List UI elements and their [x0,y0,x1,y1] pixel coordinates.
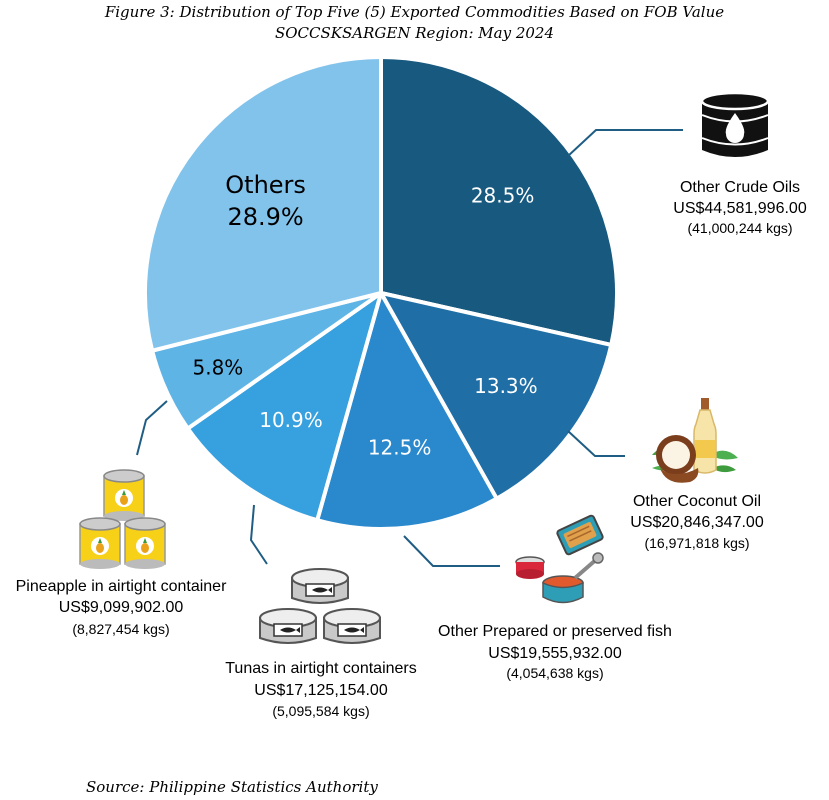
annotation-crude-value: US$44,581,996.00 [673,200,807,217]
slice-pct-pineapple: 5.8% [192,356,243,380]
leader-lines [136,129,683,567]
pie-slice-others [143,55,383,353]
annotation-crude-qty: (41,000,244 kgs) [687,220,792,236]
source-note: Source: Philippine Statistics Authority [86,778,378,796]
leader-line-tuna [249,504,268,565]
annotation-crude-name: Other Crude Oils [680,179,800,196]
canned-fish-icon [515,514,604,604]
slice-pct-others: 28.9% [227,203,303,231]
oil-barrel-icon [700,91,770,157]
annotation-tuna-value: US$17,125,154.00 [254,682,388,699]
pie-slice-crude [379,55,619,347]
annotation-coconut-name: Other Coconut Oil [633,493,761,510]
leader-line-crude [567,129,683,157]
chart-title: Figure 3: Distribution of Top Five (5) E… [104,3,725,21]
slice-pct-crude: 28.5% [471,184,535,208]
annotation-fish-name: Other Prepared or preserved fish [438,623,672,640]
slice-name-others: Others [225,171,306,199]
annotation-tuna-name: Tunas in airtight containers [225,660,417,677]
annotation-coconut-value: US$20,846,347.00 [630,514,764,531]
leader-line-coconut [567,430,625,457]
annotation-tuna-qty: (5,095,584 kgs) [272,703,369,719]
annotation-fish-qty: (4,054,638 kgs) [506,665,603,681]
leader-line-pineapple [136,400,168,456]
coconut-oil-icon [652,398,738,483]
slice-pct-coconut: 13.3% [474,374,538,398]
slice-pct-tuna: 10.9% [259,408,323,432]
annotation-pineapple-name: Pineapple in airtight container [16,578,227,595]
pie-slice-tuna [185,291,383,523]
annotation-coconut-qty: (16,971,818 kgs) [644,535,749,551]
slice-pct-fish: 12.5% [368,436,432,460]
pie-slice-fish [315,291,499,531]
tuna-can-icon [259,568,381,644]
annotation-pineapple-qty: (8,827,454 kgs) [72,621,169,637]
pineapple-can-icon [79,469,166,569]
annotation-pineapple-value: US$9,099,902.00 [59,599,184,616]
annotation-fish-value: US$19,555,932.00 [488,645,622,662]
leader-line-fish [403,535,500,567]
chart-subtitle: SOCCSKSARGEN Region: May 2024 [274,24,555,42]
